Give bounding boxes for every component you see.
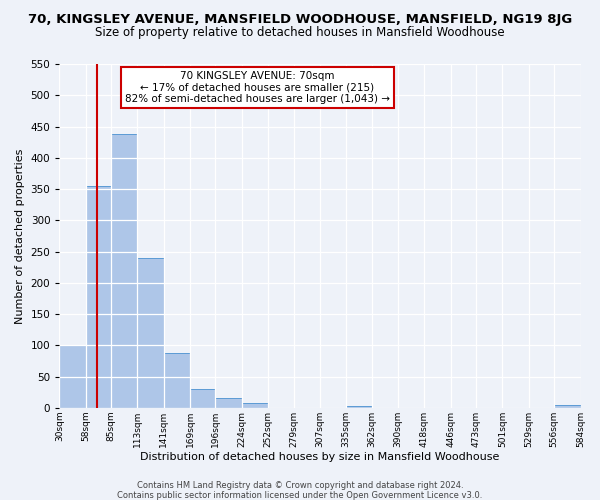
Bar bbox=[164, 353, 190, 408]
Y-axis label: Number of detached properties: Number of detached properties bbox=[15, 148, 25, 324]
X-axis label: Distribution of detached houses by size in Mansfield Woodhouse: Distribution of detached houses by size … bbox=[140, 452, 500, 462]
Bar bbox=[111, 134, 137, 408]
Text: Contains public sector information licensed under the Open Government Licence v3: Contains public sector information licen… bbox=[118, 490, 482, 500]
Bar bbox=[554, 404, 581, 408]
Bar bbox=[190, 389, 215, 408]
Bar bbox=[215, 398, 242, 408]
Bar bbox=[346, 406, 371, 408]
Bar bbox=[59, 346, 86, 408]
Bar bbox=[242, 404, 268, 408]
Bar bbox=[86, 186, 111, 408]
Text: Size of property relative to detached houses in Mansfield Woodhouse: Size of property relative to detached ho… bbox=[95, 26, 505, 39]
Text: Contains HM Land Registry data © Crown copyright and database right 2024.: Contains HM Land Registry data © Crown c… bbox=[137, 482, 463, 490]
Text: 70, KINGSLEY AVENUE, MANSFIELD WOODHOUSE, MANSFIELD, NG19 8JG: 70, KINGSLEY AVENUE, MANSFIELD WOODHOUSE… bbox=[28, 12, 572, 26]
Text: 70 KINGSLEY AVENUE: 70sqm
← 17% of detached houses are smaller (215)
82% of semi: 70 KINGSLEY AVENUE: 70sqm ← 17% of detac… bbox=[125, 71, 390, 104]
Bar bbox=[137, 258, 164, 408]
